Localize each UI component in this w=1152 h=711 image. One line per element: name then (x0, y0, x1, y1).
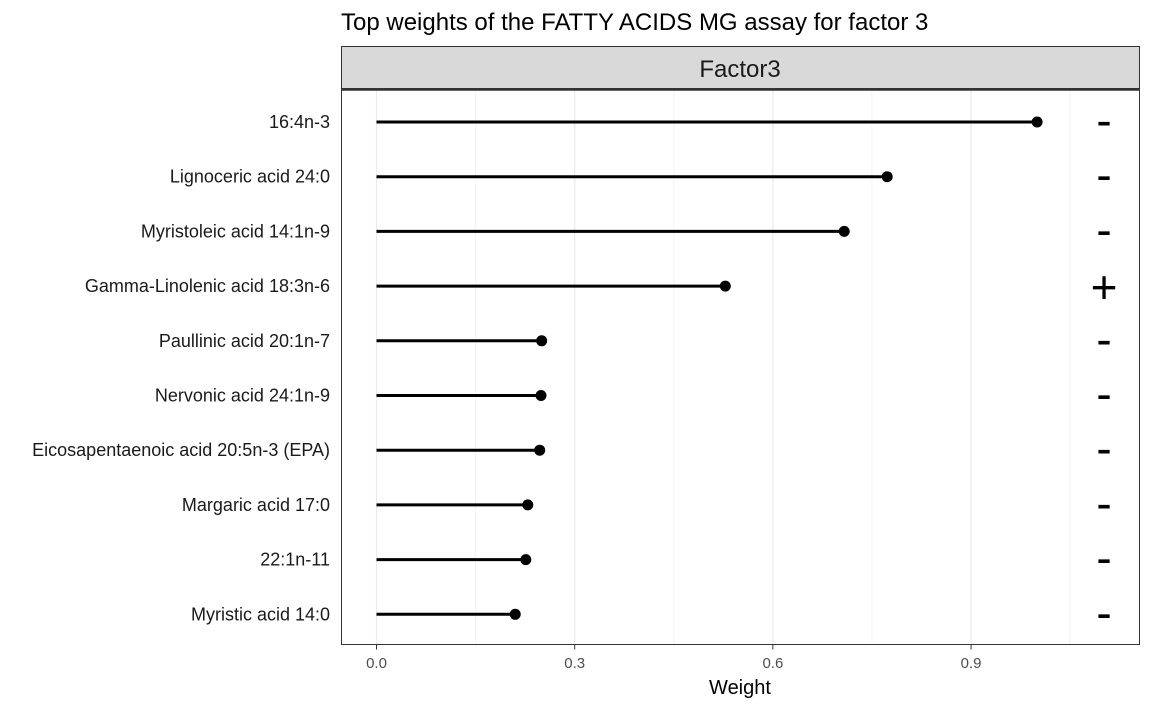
lollipop-point (534, 444, 546, 456)
sign-label: - (1096, 422, 1111, 474)
x-tick-label: 0.0 (366, 655, 387, 672)
facet-strip-background (341, 46, 1140, 89)
y-tick-label: Myristoleic acid 14:1n-9 (141, 221, 330, 241)
y-tick-label: Nervonic acid 24:1n-9 (155, 386, 330, 406)
y-tick-label: Paullinic acid 20:1n-7 (159, 331, 330, 351)
x-tick-label: 0.6 (762, 655, 783, 672)
y-tick-label: 16:4n-3 (269, 112, 330, 132)
lollipop-point (838, 225, 850, 237)
lollipop-point (522, 499, 534, 511)
sign-label: - (1096, 368, 1111, 420)
sign-label: + (1091, 261, 1118, 313)
x-tick-label: 0.9 (961, 655, 982, 672)
plot-panel: ---+------ (341, 88, 1140, 645)
x-tick-label: 0.3 (564, 655, 585, 672)
y-tick-label: Myristic acid 14:0 (191, 604, 330, 624)
y-tick-label: Gamma-Linolenic acid 18:3n-6 (85, 276, 330, 296)
y-tick-label: Eicosapentaenoic acid 20:5n-3 (EPA) (32, 440, 330, 460)
sign-label: - (1096, 586, 1111, 638)
sign-label: - (1096, 313, 1111, 365)
lollipop-point (520, 554, 532, 566)
lollipop-point (719, 280, 731, 292)
lollipop-point (536, 335, 548, 347)
y-tick-label: 22:1n-11 (260, 550, 330, 570)
sign-label: - (1096, 532, 1111, 584)
lollipop-point (509, 608, 521, 620)
facet-strip: Factor3 (341, 46, 1140, 89)
sign-label: - (1096, 94, 1111, 146)
lollipop-point (1031, 116, 1043, 128)
panel-background (341, 89, 1140, 645)
x-axis-title: Weight (709, 677, 771, 699)
sign-label: - (1096, 477, 1111, 529)
sign-label: - (1096, 203, 1111, 255)
lollipop-stems (376, 120, 1038, 616)
grid-major (375, 89, 972, 645)
lollipop-point (881, 171, 893, 183)
x-axis: 0.0 0.3 0.6 0.9 (366, 644, 982, 672)
sign-label: - (1096, 149, 1111, 201)
y-tick-label: Lignoceric acid 24:0 (170, 167, 330, 187)
y-axis-labels: 16:4n-3 Lignoceric acid 24:0 Myristoleic a… (32, 112, 330, 624)
chart-title: Top weights of the FATTY ACIDS MG assay … (341, 9, 928, 36)
lollipop-points (509, 116, 1043, 620)
lollipop-point (535, 390, 547, 401)
facet-strip-label: Factor3 (699, 56, 780, 83)
grid-minor (475, 89, 1071, 645)
y-tick-label: Margaric acid 17:0 (182, 495, 330, 515)
sign-labels: ---+------ (1091, 94, 1118, 638)
